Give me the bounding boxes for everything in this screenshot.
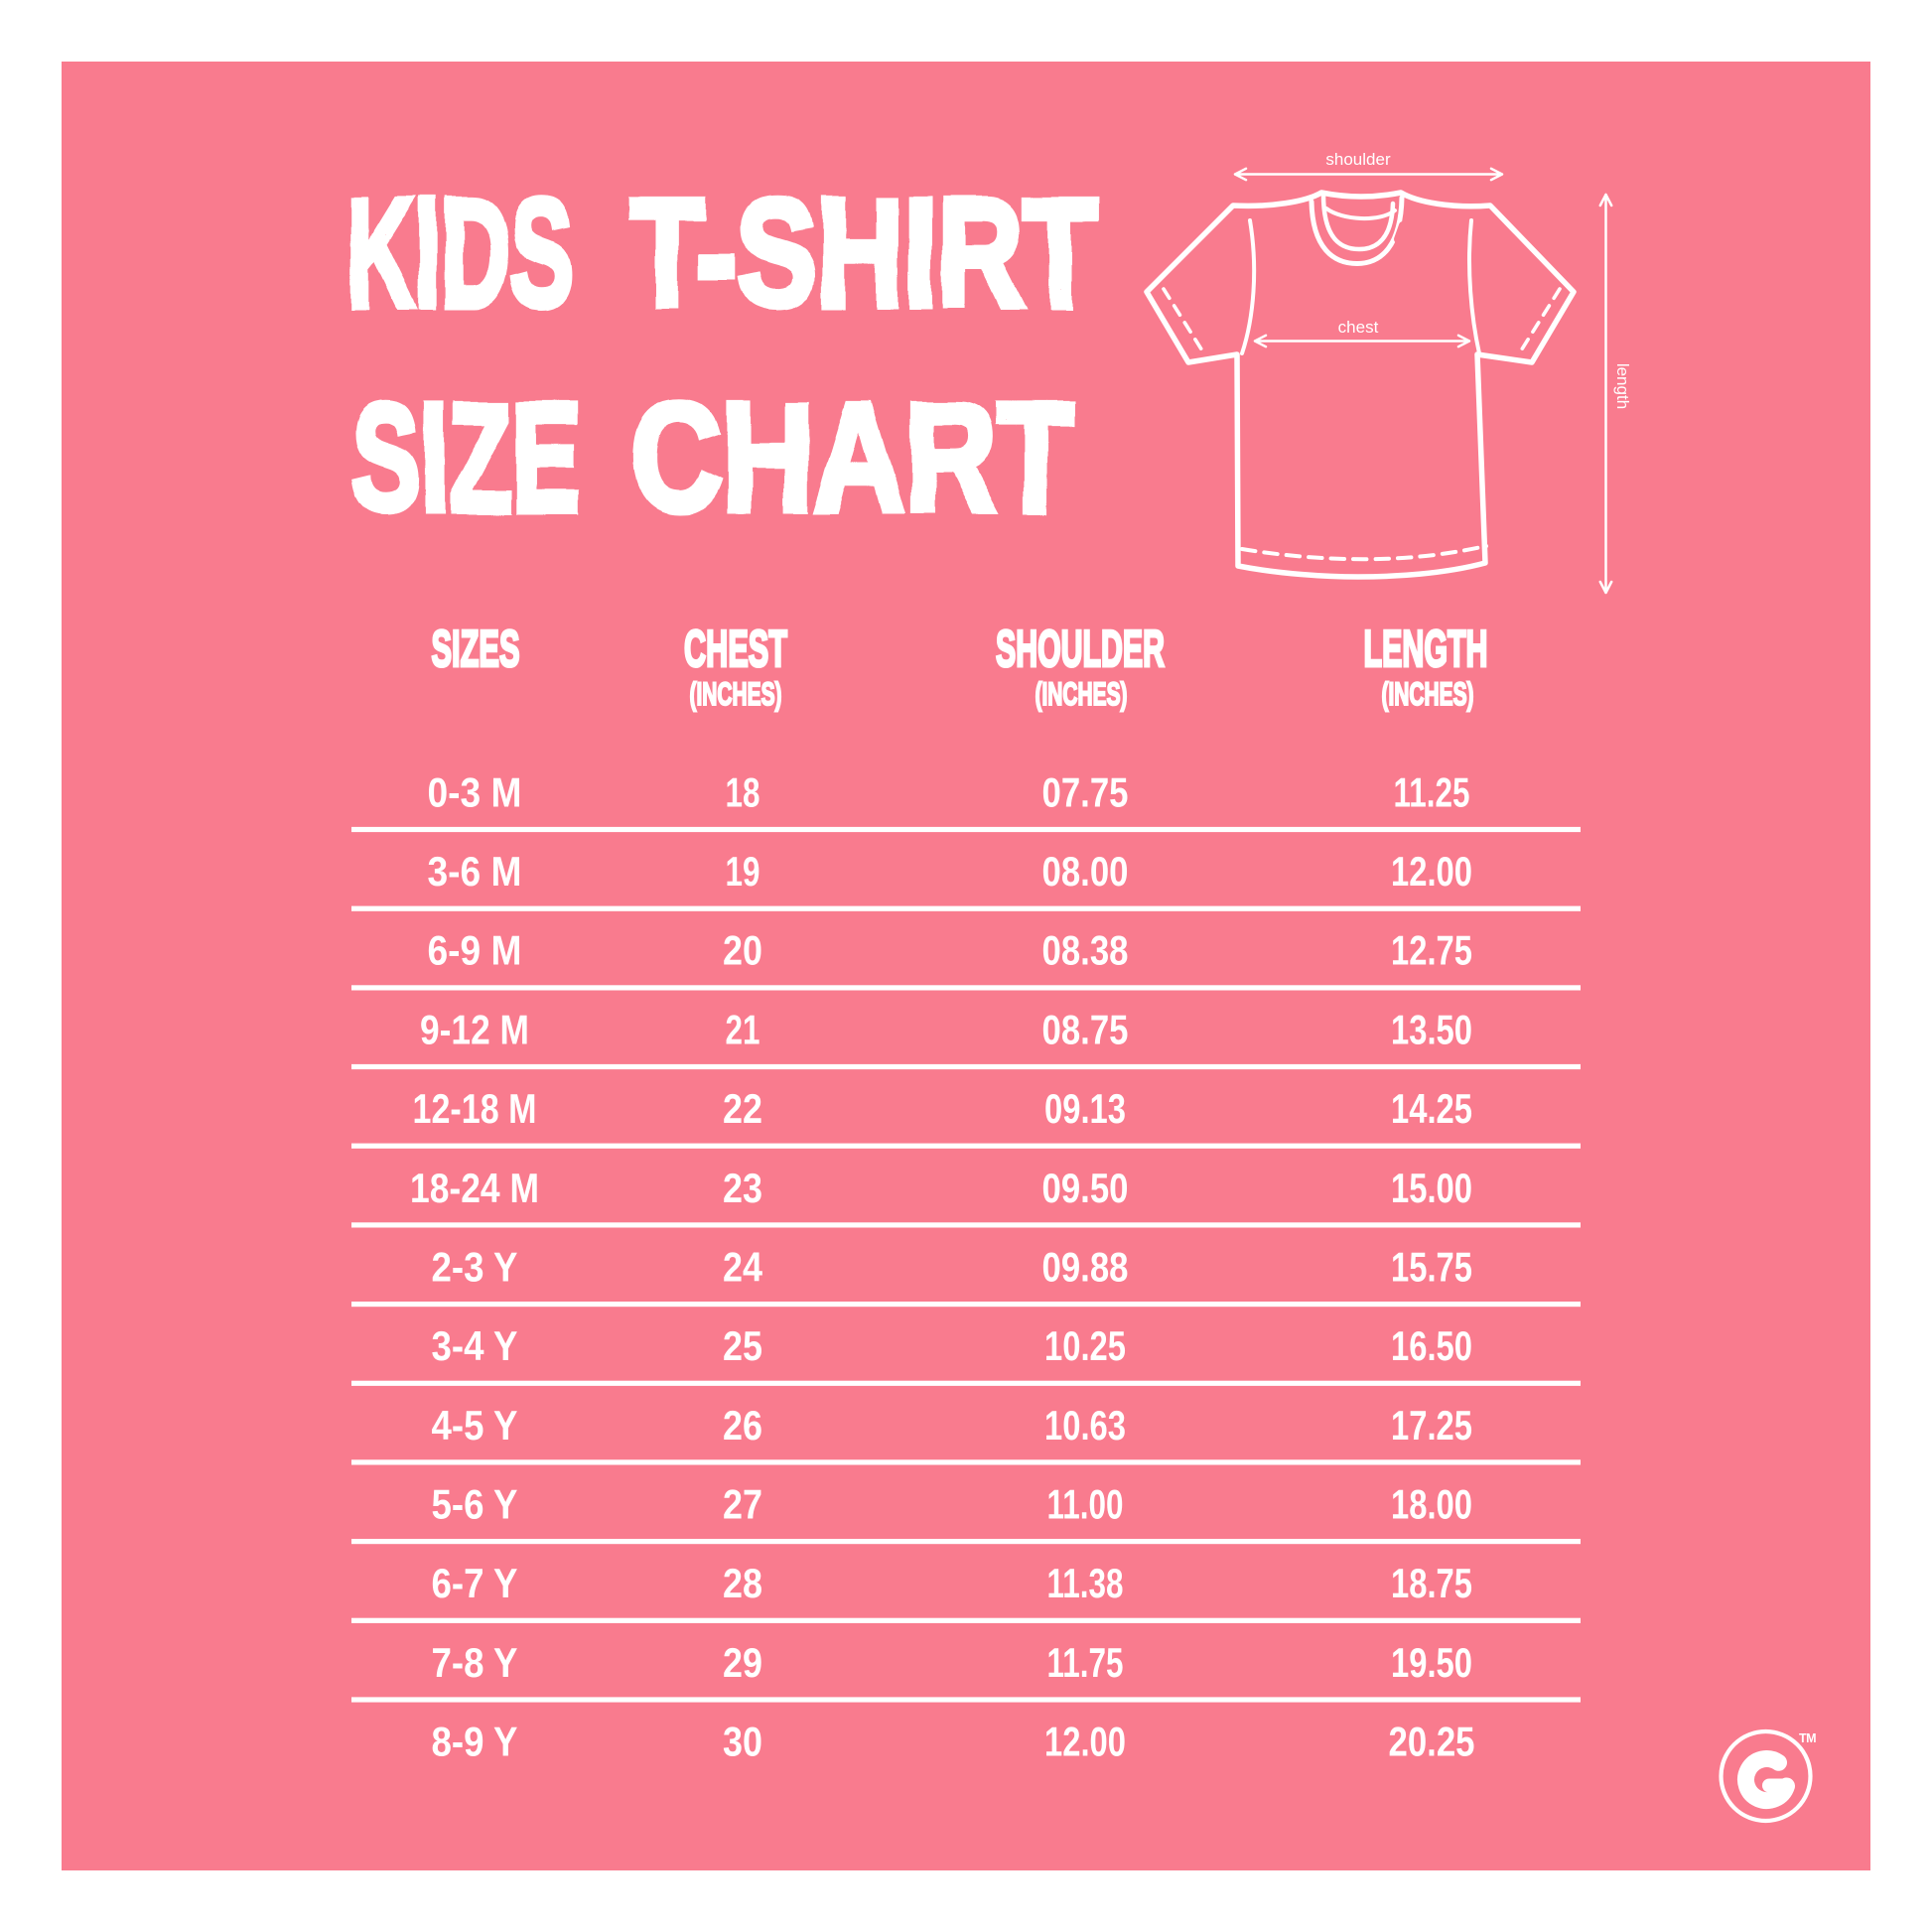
svg-text:KIDS: KIDS	[346, 167, 573, 339]
svg-text:SIZE: SIZE	[351, 371, 581, 543]
svg-text:2-3 Y: 2-3 Y	[432, 1243, 518, 1290]
svg-text:08.00: 08.00	[1042, 848, 1129, 895]
svg-text:7-8 Y: 7-8 Y	[432, 1639, 518, 1686]
svg-text:(INCHES): (INCHES)	[690, 676, 782, 712]
svg-text:3-6 M: 3-6 M	[428, 848, 522, 895]
svg-text:5-6 Y: 5-6 Y	[432, 1481, 518, 1528]
svg-text:12.00: 12.00	[1044, 1719, 1126, 1765]
svg-text:0-3 M: 0-3 M	[428, 768, 522, 815]
svg-text:6-7 Y: 6-7 Y	[432, 1560, 518, 1606]
svg-text:8-9 Y: 8-9 Y	[432, 1719, 518, 1765]
svg-text:08.75: 08.75	[1042, 1006, 1129, 1052]
svg-text:15.75: 15.75	[1391, 1243, 1472, 1290]
svg-text:shoulder: shoulder	[1325, 150, 1391, 169]
svg-text:19.50: 19.50	[1391, 1639, 1472, 1686]
svg-text:4-5 Y: 4-5 Y	[432, 1402, 518, 1449]
svg-text:11.25: 11.25	[1394, 768, 1470, 815]
svg-text:10.25: 10.25	[1044, 1322, 1126, 1369]
svg-text:CHART: CHART	[630, 371, 1074, 543]
svg-text:07.75: 07.75	[1042, 768, 1129, 815]
svg-text:SHOULDER: SHOULDER	[996, 621, 1165, 678]
svg-text:22: 22	[723, 1085, 762, 1132]
svg-text:13.50: 13.50	[1391, 1006, 1472, 1052]
svg-text:18: 18	[726, 768, 760, 815]
svg-text:length: length	[1613, 363, 1632, 409]
svg-text:14.25: 14.25	[1391, 1085, 1472, 1132]
svg-text:LENGTH: LENGTH	[1364, 621, 1488, 678]
svg-text:18-24 M: 18-24 M	[410, 1165, 539, 1211]
svg-text:21: 21	[726, 1006, 760, 1052]
svg-text:17.25: 17.25	[1391, 1402, 1472, 1449]
svg-text:chest: chest	[1338, 318, 1379, 337]
svg-text:24: 24	[723, 1243, 763, 1290]
svg-text:19: 19	[726, 848, 760, 895]
svg-text:TM: TM	[1799, 1731, 1816, 1745]
svg-text:9-12 M: 9-12 M	[420, 1006, 529, 1052]
svg-text:26: 26	[723, 1402, 762, 1449]
svg-text:12.75: 12.75	[1391, 927, 1472, 974]
svg-text:30: 30	[723, 1719, 762, 1765]
svg-text:6-9 M: 6-9 M	[428, 927, 522, 974]
svg-text:12.00: 12.00	[1391, 848, 1472, 895]
svg-text:(INCHES): (INCHES)	[1382, 676, 1474, 712]
svg-text:09.88: 09.88	[1042, 1243, 1129, 1290]
svg-text:09.50: 09.50	[1042, 1165, 1129, 1211]
svg-text:20.25: 20.25	[1389, 1719, 1475, 1765]
svg-text:12-18 M: 12-18 M	[413, 1085, 537, 1132]
svg-text:20: 20	[723, 927, 762, 974]
svg-text:10.63: 10.63	[1044, 1402, 1126, 1449]
svg-text:29: 29	[723, 1639, 762, 1686]
svg-text:18.00: 18.00	[1391, 1481, 1472, 1528]
svg-text:16.50: 16.50	[1391, 1322, 1472, 1369]
svg-text:11.75: 11.75	[1047, 1639, 1124, 1686]
svg-text:27: 27	[723, 1481, 762, 1528]
svg-text:28: 28	[723, 1560, 762, 1606]
svg-text:CHEST: CHEST	[684, 621, 787, 678]
svg-text:11.38: 11.38	[1047, 1560, 1124, 1606]
svg-text:11.00: 11.00	[1047, 1481, 1124, 1528]
svg-text:23: 23	[723, 1165, 762, 1211]
svg-text:T-SHIRT: T-SHIRT	[630, 167, 1097, 339]
svg-text:(INCHES): (INCHES)	[1035, 676, 1128, 712]
svg-text:08.38: 08.38	[1042, 927, 1129, 974]
svg-text:09.13: 09.13	[1044, 1085, 1126, 1132]
svg-text:SIZES: SIZES	[432, 621, 520, 678]
svg-text:25: 25	[723, 1322, 762, 1369]
svg-text:3-4 Y: 3-4 Y	[432, 1322, 518, 1369]
svg-text:15.00: 15.00	[1391, 1165, 1472, 1211]
svg-text:18.75: 18.75	[1391, 1560, 1472, 1606]
